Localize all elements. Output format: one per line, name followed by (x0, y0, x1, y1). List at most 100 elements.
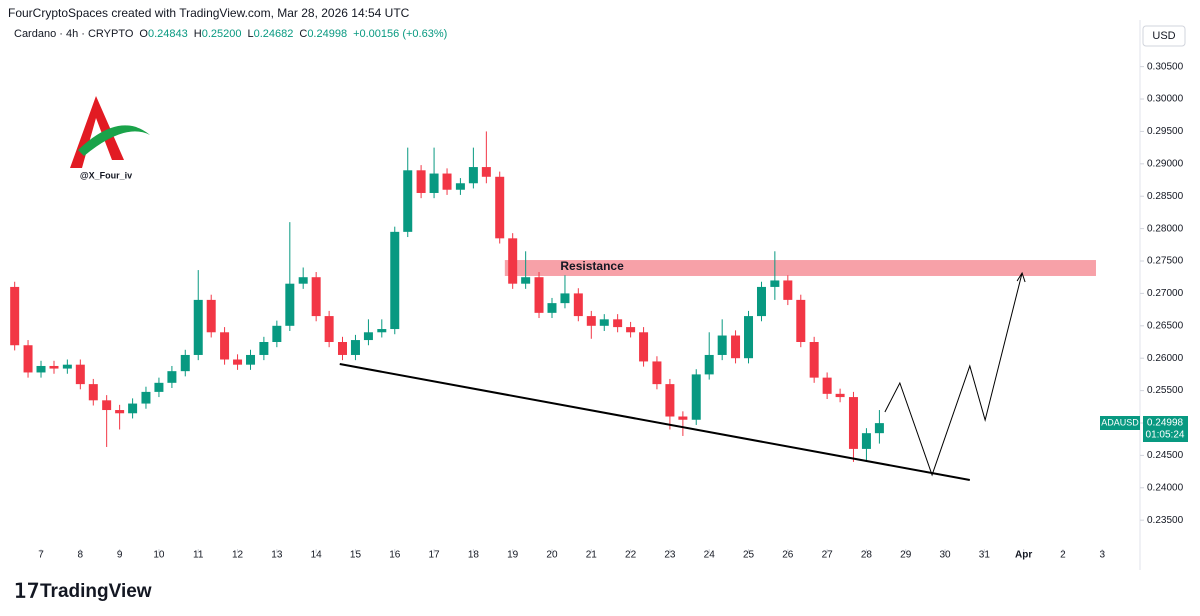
tag-price: 0.24998 (1147, 418, 1184, 429)
candle-body (154, 382, 164, 392)
candle-body (115, 410, 125, 414)
candle-body (128, 403, 138, 414)
footer: TradingView (40, 581, 152, 602)
candle-body (468, 167, 478, 184)
legend-key: O (139, 28, 148, 40)
candle-body (665, 384, 675, 417)
x-tick-label: 20 (546, 550, 558, 561)
x-tick-label: 25 (743, 550, 755, 561)
x-tick-label: 8 (78, 550, 84, 561)
y-tick-label: 0.30000 (1147, 94, 1184, 105)
y-tick-label: 0.28000 (1147, 223, 1184, 234)
candle-body (756, 286, 766, 317)
x-tick-label: 29 (900, 550, 912, 561)
y-tick-label: 0.26500 (1147, 320, 1184, 331)
price-tag: ADAUSD 0.24998 01:05:24 (1100, 416, 1188, 442)
candle-body (141, 391, 151, 404)
x-tick-label: 15 (350, 550, 362, 561)
resistance-zone (504, 260, 1096, 276)
currency-box (1142, 25, 1186, 47)
candle-body (691, 374, 701, 420)
x-tick-label: Apr (1015, 550, 1032, 561)
x-tick-label: 28 (861, 550, 873, 561)
candle-body (560, 293, 570, 304)
x-tick-label: 10 (153, 550, 165, 561)
candle-body (36, 365, 46, 373)
x-tick-label: 16 (389, 550, 401, 561)
symbol: Cardano · 4h · CRYPTO (14, 28, 134, 40)
x-tick-label: 19 (507, 550, 519, 561)
x-tick-label: 31 (979, 550, 991, 561)
x-tick-label: 21 (586, 550, 598, 561)
trendline (339, 363, 970, 481)
candle-body (180, 354, 190, 372)
candle-body (233, 359, 243, 365)
x-tick-label: 12 (232, 550, 244, 561)
candle-body (481, 167, 491, 177)
candle-body (613, 319, 623, 328)
y-tick-label: 0.26000 (1147, 353, 1184, 364)
legend-value: 0.24682 (253, 28, 294, 40)
candle-body (717, 335, 727, 355)
y-tick-label: 0.29000 (1147, 158, 1184, 169)
candle-body (429, 173, 439, 193)
candle-body (599, 319, 609, 326)
candle-body (206, 299, 216, 333)
legend-value: 0.24998 (307, 28, 348, 40)
candle-body (259, 342, 269, 355)
x-tick-label: 7 (38, 550, 44, 561)
candle-body (88, 384, 98, 401)
candle-body (455, 183, 465, 190)
x-tick-label: 17 (429, 550, 441, 561)
candle-body (495, 176, 505, 239)
x-tick-label: 23 (664, 550, 676, 561)
x-tick-label: 2 (1060, 550, 1066, 561)
candle-body (586, 316, 596, 326)
legend-change: +0.00156 (+0.63%) (353, 28, 448, 40)
candle-body (652, 361, 662, 385)
tag-symbol: ADAUSD (1101, 417, 1139, 427)
candle-body (49, 365, 59, 369)
legend-key: C (299, 28, 308, 40)
candle-body (62, 364, 72, 369)
resistance-label: Resistance (560, 259, 624, 273)
tag-price-box (1143, 416, 1188, 442)
candle-body (822, 377, 832, 394)
y-tick-label: 0.24500 (1147, 450, 1184, 461)
candle-body (744, 316, 754, 359)
candle-body (272, 325, 282, 343)
legend: Cardano · 4h · CRYPTO O0.24843 H0.25200 L0.… (14, 28, 453, 40)
candle-body (796, 299, 806, 343)
candle-body (835, 393, 845, 398)
candle-body (678, 416, 688, 420)
candle-body (23, 345, 33, 373)
y-tick-label: 0.28500 (1147, 191, 1184, 202)
candle-body (324, 316, 334, 343)
y-tick-label: 0.29500 (1147, 126, 1184, 137)
candle-body (639, 332, 649, 362)
x-tick-label: 27 (822, 550, 834, 561)
y-tick-label: 0.30500 (1147, 61, 1184, 72)
x-tick-label: 13 (271, 550, 283, 561)
candle-body (193, 299, 203, 355)
x-tick-label: 22 (625, 550, 637, 561)
candle-body (508, 238, 518, 284)
candle-body (377, 329, 387, 333)
legend-value: 0.25200 (201, 28, 242, 40)
x-tick-label: 14 (311, 550, 323, 561)
y-tick-label: 0.24000 (1147, 482, 1184, 493)
legend-key: L (247, 28, 254, 40)
candle-body (861, 433, 871, 449)
candle-body (783, 280, 793, 300)
x-tick-label: 3 (1099, 550, 1105, 561)
candle-body (363, 332, 373, 341)
candle-body (167, 371, 177, 383)
candle-body (547, 303, 557, 313)
header: FourCryptoSpaces created with TradingVie… (8, 6, 410, 20)
x-tick-label: 11 (193, 550, 204, 561)
candle-body (442, 173, 452, 190)
x-tick-label: 26 (782, 550, 794, 561)
tv-mark: 𝟣𝟩 (14, 580, 39, 602)
